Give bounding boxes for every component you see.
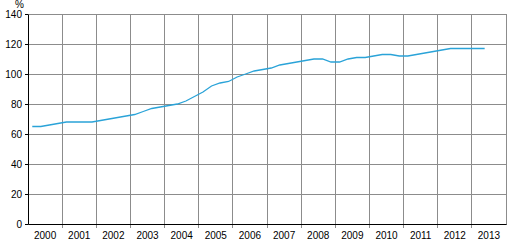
- x-tick: 2012: [442, 224, 466, 241]
- grid-line: [198, 14, 199, 228]
- y-axis-title: %: [15, 0, 24, 10]
- series-group: [32, 49, 484, 127]
- tick-label: 0: [16, 219, 22, 230]
- grid-line: [471, 14, 472, 228]
- grid-line: [403, 14, 404, 228]
- tick-label: 120: [5, 39, 22, 50]
- x-tick: 2005: [203, 224, 227, 241]
- y-tick: 100: [5, 69, 28, 80]
- tick-label: 2002: [102, 230, 125, 241]
- tick-label: 2013: [478, 230, 501, 241]
- x-tick: 2010: [374, 224, 398, 241]
- tick-label: 80: [11, 99, 23, 110]
- tick-label: 2005: [205, 230, 228, 241]
- plot: 0204060801001201402000200120022003200420…: [5, 9, 506, 241]
- x-tick: 2004: [169, 224, 193, 241]
- x-tick: 2007: [271, 224, 295, 241]
- x-tick: 2011: [408, 224, 432, 241]
- tick-label: 2006: [239, 230, 262, 241]
- tick-label: 2003: [136, 230, 159, 241]
- tick-mark: [25, 74, 28, 75]
- grid-line: [437, 14, 438, 228]
- x-axis: 2000 2001 2002 2003 2004 2005 2006 2007 2008 2009…: [29, 224, 507, 241]
- tick-mark: [25, 134, 28, 135]
- grid-line: [301, 14, 302, 228]
- tick-mark: [25, 104, 28, 105]
- tick-label: 40: [11, 159, 23, 170]
- grid-line: [232, 14, 233, 228]
- x-axis-line: [29, 224, 507, 225]
- tick-label: 2004: [171, 230, 194, 241]
- series-line: [32, 49, 484, 127]
- tick-mark: [25, 194, 28, 195]
- tick-label: 2009: [341, 230, 364, 241]
- tick-label: 2012: [444, 230, 467, 241]
- tick-label: 2007: [273, 230, 296, 241]
- x-tick: 2002: [101, 224, 125, 241]
- tick-mark: [25, 14, 28, 15]
- y-tick: 60: [11, 129, 28, 140]
- chart: 0204060801001201402000200120022003200420…: [0, 0, 508, 250]
- tick-label: 60: [11, 129, 23, 140]
- tick-label: 140: [5, 9, 22, 20]
- grid-line: [369, 14, 370, 228]
- y-tick: 0: [16, 219, 28, 230]
- y-tick: 20: [11, 189, 28, 200]
- grid-line: [164, 14, 165, 228]
- tick-label: 20: [11, 189, 23, 200]
- tick-label: 2010: [375, 230, 398, 241]
- x-tick: 2006: [237, 224, 261, 241]
- x-tick: 2009: [340, 224, 364, 241]
- tick-label: 2000: [34, 230, 57, 241]
- plot-frame: [28, 14, 506, 224]
- y-axis-line: [28, 15, 29, 225]
- x-tick: 2013: [476, 224, 500, 241]
- tick-label: 100: [5, 69, 22, 80]
- tick-mark: [25, 164, 28, 165]
- grid-line: [267, 14, 268, 228]
- grid-line: [335, 14, 336, 228]
- tick-mark: [25, 224, 28, 225]
- tick-label: 2001: [68, 230, 91, 241]
- grid-line: [130, 14, 131, 228]
- y-tick: 140: [5, 9, 28, 20]
- x-tick: 2008: [305, 224, 329, 241]
- x-tick: 2001: [66, 224, 90, 241]
- y-tick: 80: [11, 99, 28, 110]
- x-grid: [62, 14, 472, 228]
- grid-line: [62, 14, 63, 228]
- tick-mark: [25, 44, 28, 45]
- y-tick: 120: [5, 39, 28, 50]
- tick-label: 2011: [410, 230, 432, 241]
- y-axis: 0 20 40 60 80 100 120 140: [5, 9, 28, 230]
- x-tick: 2003: [135, 224, 159, 241]
- y-tick: 40: [11, 159, 28, 170]
- x-tick: 2000: [32, 224, 56, 241]
- tick-label: 2008: [307, 230, 330, 241]
